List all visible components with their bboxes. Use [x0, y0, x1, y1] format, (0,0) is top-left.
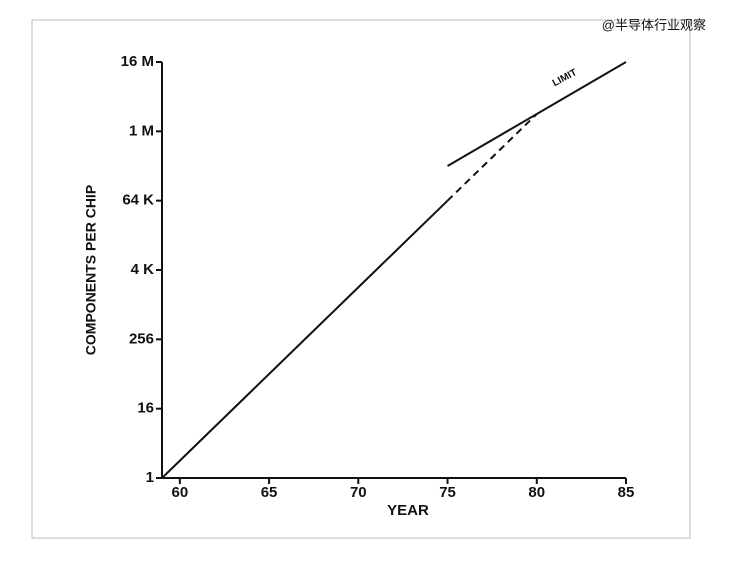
x-tick-label: 60	[172, 484, 189, 501]
y-tick-label: 64 K	[122, 192, 154, 209]
watermark: @半导体行业观察	[602, 17, 706, 32]
frame	[31, 19, 691, 539]
y-tick-label: 256	[129, 330, 154, 347]
x-tick-label: 80	[528, 484, 545, 501]
y-tick-label: 16	[137, 400, 154, 417]
x-tick-label: 70	[350, 484, 367, 501]
annotation: LIMIT	[551, 67, 579, 89]
y-tick-label: 4 K	[131, 261, 155, 278]
line-series	[446, 113, 538, 202]
line-series	[161, 199, 449, 479]
x-tick-label: 65	[261, 484, 278, 501]
x-tick-label: 75	[439, 484, 456, 501]
x-tick-label: 85	[618, 484, 635, 501]
y-tick-label: 16 M	[121, 53, 154, 70]
y-axis-label: COMPONENTS PER CHIP	[83, 185, 99, 355]
y-tick-label: 1 M	[129, 122, 154, 139]
y-tick-label: 1	[146, 469, 154, 486]
line-series	[447, 61, 627, 167]
x-axis-label: YEAR	[387, 502, 429, 519]
